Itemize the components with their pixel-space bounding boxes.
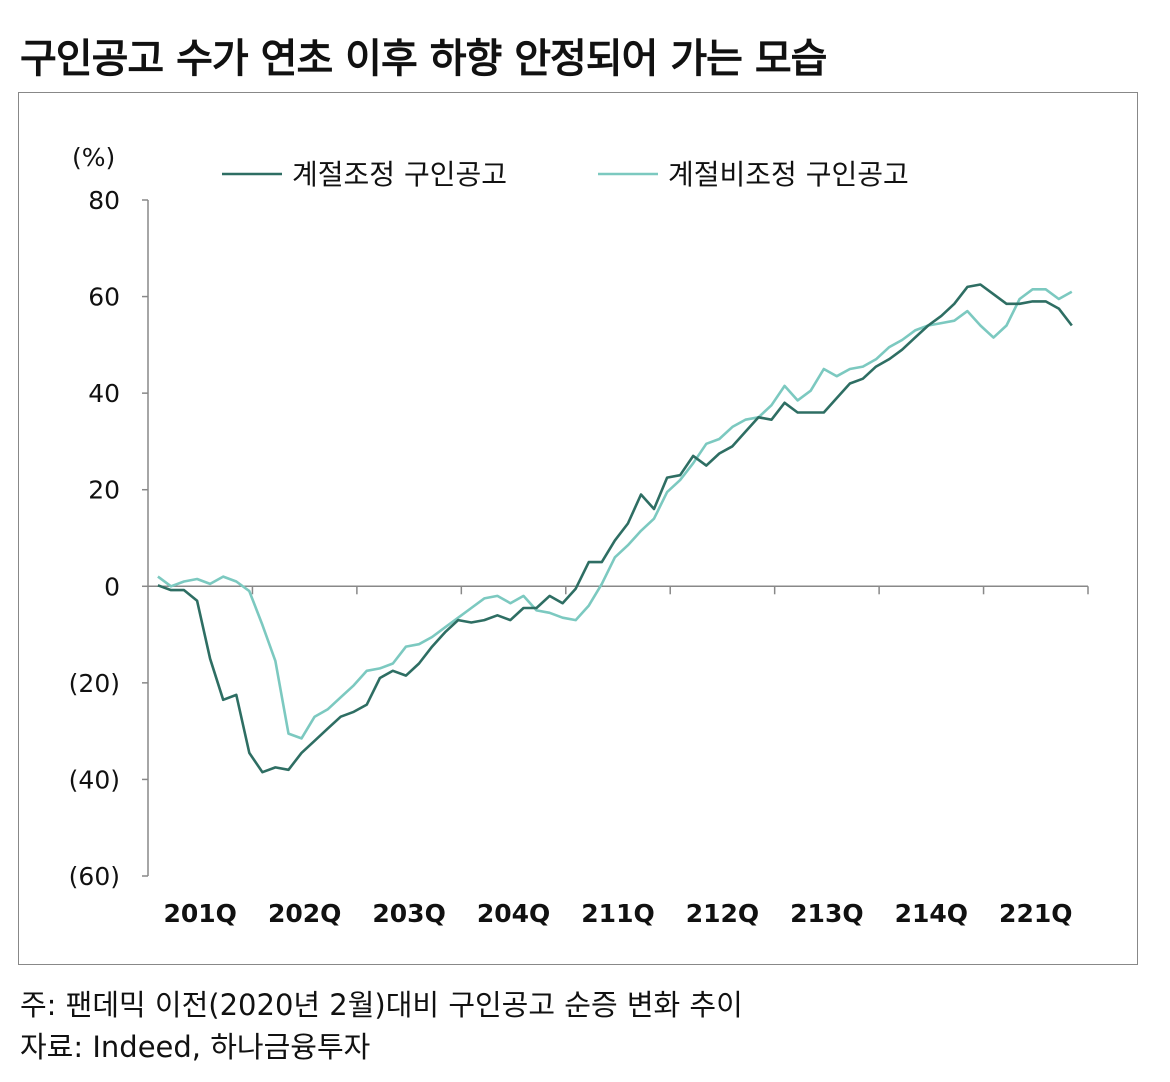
x-tick-label: 201Q [164,899,237,928]
x-tick-label: 202Q [268,899,341,928]
legend-label-not-seasonally-adjusted: 계절비조정 구인공고 [668,158,909,191]
chart-title: 구인공고 수가 연초 이후 하향 안정되어 가는 모습 [20,36,827,82]
y-unit-label: (%) [72,143,115,172]
y-tick-label: 40 [88,379,120,408]
series-line-seasonally-adjusted [157,283,1073,774]
x-tick-label: 213Q [790,899,863,928]
y-tick-label: (60) [69,862,120,891]
y-tick-label: (40) [69,765,120,794]
footnote: 주: 팬데믹 이전(2020년 2월)대비 구인공고 순증 변화 추이 [20,988,743,1022]
legend-label-seasonally-adjusted: 계절조정 구인공고 [292,158,507,191]
y-tick-label: 60 [88,283,120,312]
chart-frame [18,92,1138,965]
x-tick-label: 211Q [581,899,654,928]
x-tick-label: 221Q [999,899,1072,928]
series-lines [157,283,1073,774]
x-tick-label: 203Q [372,899,445,928]
y-tick-label: 0 [104,572,120,601]
series-line-not-seasonally-adjusted [157,288,1073,740]
y-tick-label: 80 [88,186,120,215]
source-note: 자료: Indeed, 하나금융투자 [20,1030,371,1064]
y-tick-label: 20 [88,476,120,505]
axes: (60) (40) (20) 0 20 40 60 80 201Q 202Q 203Q 204Q 211… [69,186,1089,928]
legend: 계절조정 구인공고 계절비조정 구인공고 [222,158,909,191]
x-tick-label: 212Q [686,899,759,928]
x-tick-label: 204Q [477,899,550,928]
x-tick-label: 214Q [895,899,968,928]
y-tick-label: (20) [69,669,120,698]
